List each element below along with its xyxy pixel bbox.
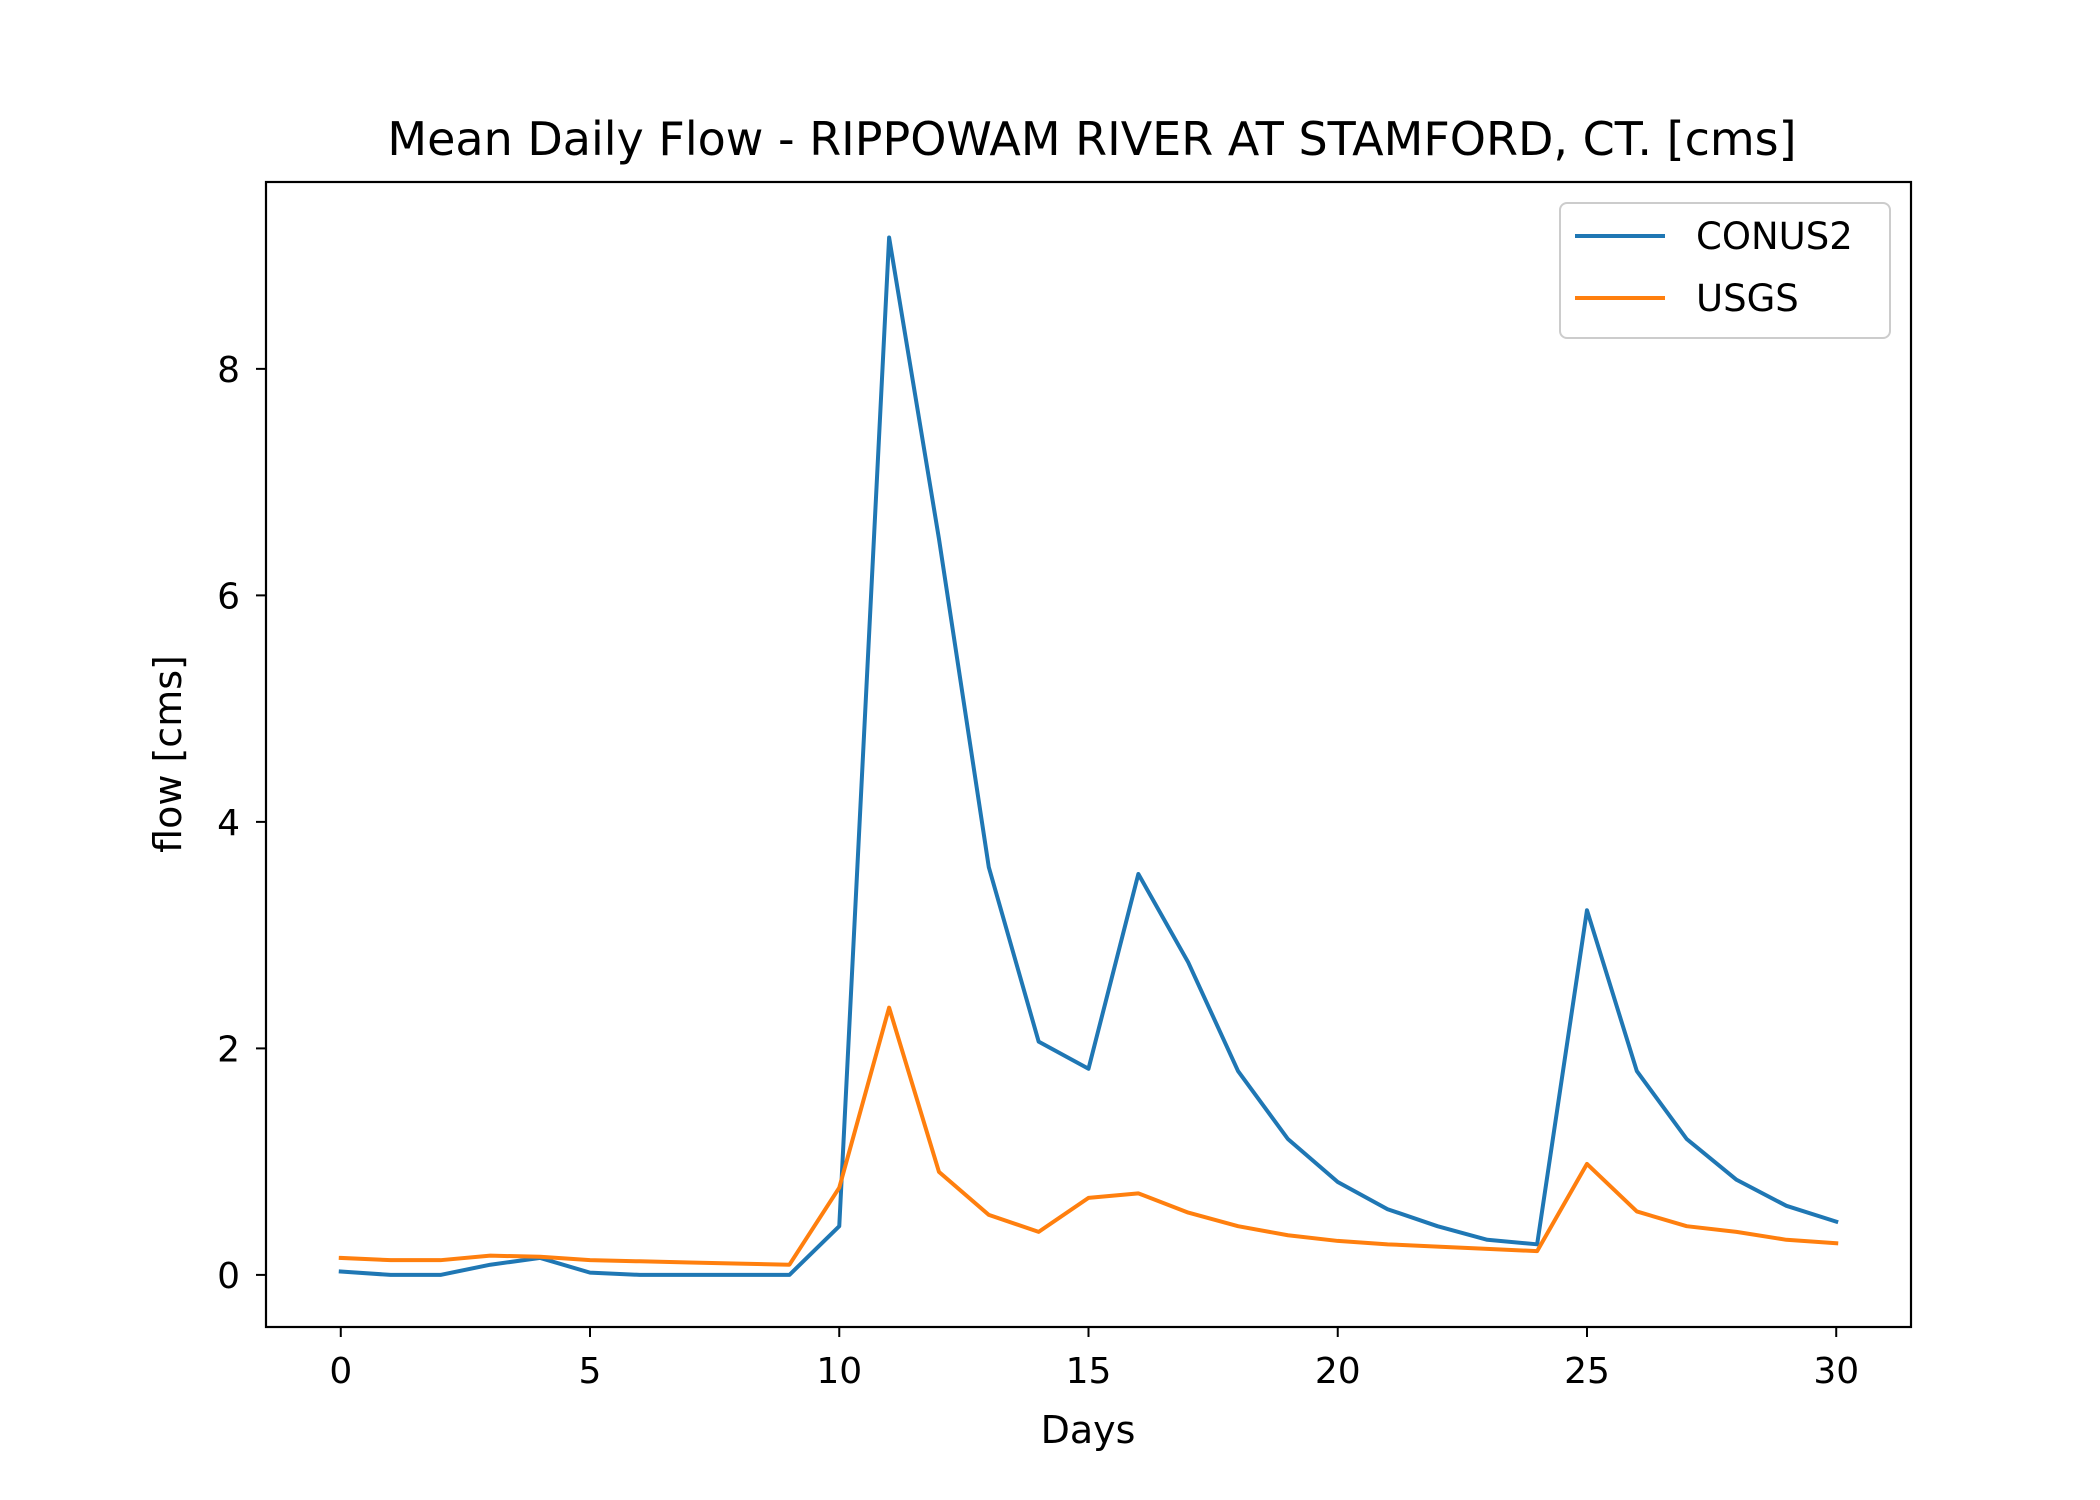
x-axis-label: Days [1041,1408,1136,1452]
series-line-usgs [338,1005,1839,1267]
legend: CONUS2 USGS [1559,202,1891,339]
x-tick-label: 10 [816,1351,862,1392]
y-tick-label: 0 [217,1256,240,1297]
y-tick-label: 4 [217,803,240,844]
x-tick-label: 5 [579,1351,602,1392]
x-tick-label: 30 [1813,1351,1859,1392]
plot-area [264,180,1913,1329]
legend-label-conus2: CONUS2 [1696,215,1853,258]
x-tick-label: 20 [1315,1351,1361,1392]
y-tick-label: 2 [217,1029,240,1070]
x-tick-label: 15 [1066,1351,1112,1392]
y-tick-label: 6 [217,576,240,617]
y-tick-label: 8 [217,350,240,391]
series-line-conus2 [338,235,1839,1277]
y-axis-ticks: 0 2 4 6 8 [217,350,266,1297]
x-tick-label: 25 [1564,1351,1610,1392]
x-tick-label: 0 [329,1351,352,1392]
x-axis-ticks: 0 5 10 15 20 25 30 [329,1327,1859,1392]
legend-label-usgs: USGS [1696,277,1799,320]
y-axis-label: flow [cms] [146,655,190,853]
chart-title: Mean Daily Flow - RIPPOWAM RIVER AT STAM… [387,112,1796,166]
series-layer [338,235,1839,1277]
plot-frame [264,180,1913,1329]
